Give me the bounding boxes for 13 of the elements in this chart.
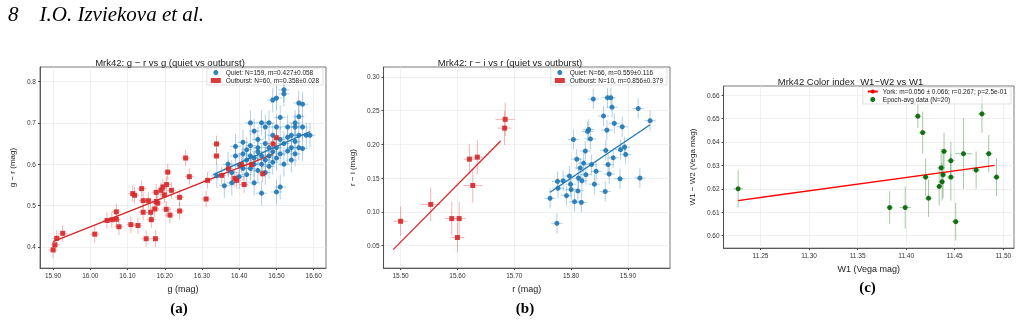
x-axis-title: r (mag) <box>512 283 542 294</box>
text: 8 I.O. Izviekova et al. <box>8 2 204 27</box>
x-axis-title: g (mag) <box>167 283 199 294</box>
chart-title: Mrk42: r − i vs r (quiet vs outburst) <box>437 56 583 68</box>
chart-title: Mrk42: g − r vs g (quiet vs outburst) <box>95 56 245 68</box>
text: (c) <box>858 279 877 296</box>
chart-title: Mrk42 Color index W1−W2 vs W1 <box>777 75 924 87</box>
y-axis-title: g − r (mag) <box>7 147 17 188</box>
text: (a) <box>169 300 189 317</box>
y-axis-title: r − i (mag) <box>347 148 357 186</box>
x-axis-title: W1 (Vega mag) <box>837 263 901 274</box>
y-axis-title: W1 − W2 (Vega mag) <box>687 128 697 206</box>
text: (b) <box>514 300 536 317</box>
